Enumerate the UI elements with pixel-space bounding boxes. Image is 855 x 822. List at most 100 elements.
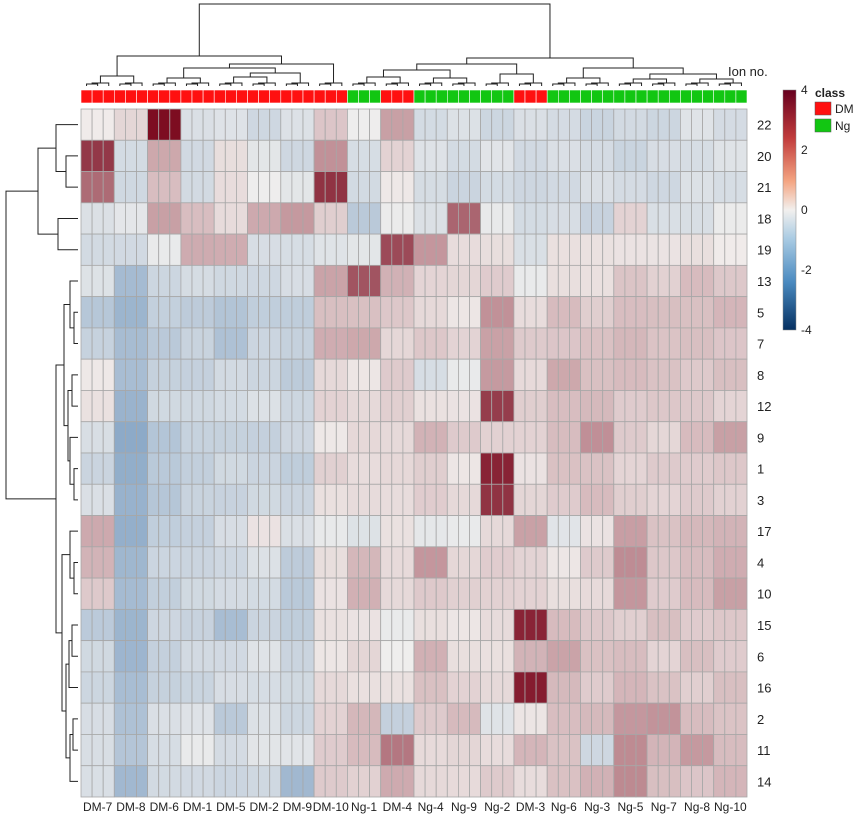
dendrogram-branch bbox=[119, 83, 132, 86]
heatmap-cell bbox=[602, 702, 615, 735]
heatmap-cell bbox=[735, 233, 748, 266]
heatmap-cell bbox=[391, 358, 404, 391]
heatmap-cell bbox=[635, 421, 648, 454]
heatmap-cell bbox=[380, 483, 393, 516]
heatmap-cell bbox=[435, 202, 448, 235]
heatmap-cell bbox=[668, 515, 681, 548]
heatmap-cell bbox=[358, 546, 371, 579]
heatmap-cell bbox=[158, 171, 171, 204]
heatmap-cell bbox=[735, 452, 748, 485]
heatmap-cell bbox=[180, 546, 193, 579]
heatmap-cell bbox=[224, 734, 237, 767]
heatmap-cell bbox=[324, 577, 337, 610]
heatmap-cell bbox=[557, 421, 570, 454]
heatmap-cell bbox=[269, 734, 282, 767]
heatmap-cell bbox=[624, 233, 637, 266]
heatmap-cell bbox=[569, 108, 581, 141]
column-label: Ng-9 bbox=[451, 800, 477, 814]
heatmap-cell bbox=[502, 546, 515, 579]
colorbar-tick-label: 4 bbox=[801, 83, 808, 97]
heatmap-cell bbox=[646, 139, 659, 172]
class-cell-DM bbox=[191, 89, 204, 104]
heatmap-cell bbox=[546, 108, 559, 141]
heatmap-cell bbox=[413, 327, 426, 360]
heatmap-cell bbox=[180, 734, 193, 767]
heatmap-cell bbox=[591, 202, 604, 235]
heatmap-cell bbox=[302, 765, 315, 798]
heatmap-cell bbox=[235, 671, 248, 704]
heatmap-cell bbox=[480, 421, 493, 454]
heatmap-cell bbox=[535, 108, 548, 141]
heatmap-cell bbox=[457, 452, 470, 485]
heatmap-cell bbox=[346, 577, 359, 610]
heatmap-cell bbox=[546, 515, 559, 548]
heatmap-cell bbox=[125, 765, 137, 798]
heatmap-cell bbox=[169, 671, 182, 704]
heatmap-cell bbox=[258, 702, 271, 735]
row-label: 9 bbox=[757, 430, 764, 445]
heatmap-cell bbox=[513, 608, 526, 642]
heatmap-cell bbox=[102, 202, 115, 235]
heatmap-cell bbox=[646, 264, 659, 298]
heatmap-cell bbox=[147, 296, 160, 329]
heatmap-cell bbox=[668, 108, 681, 141]
heatmap-cell bbox=[80, 671, 93, 704]
heatmap-cell bbox=[424, 421, 437, 454]
heatmap-cell bbox=[713, 765, 726, 798]
heatmap-cell bbox=[724, 233, 737, 266]
heatmap-cell bbox=[202, 515, 215, 548]
heatmap-cell bbox=[369, 390, 382, 423]
heatmap-cell bbox=[491, 421, 504, 454]
heatmap-cell bbox=[335, 202, 348, 235]
colorbar-ticks: 4 2 0 -2 -4 bbox=[801, 83, 812, 337]
heatmap-cell bbox=[102, 483, 115, 516]
heatmap-cell bbox=[735, 608, 748, 642]
class-cell-DM bbox=[80, 89, 93, 104]
heatmap-cell bbox=[247, 327, 260, 360]
heatmap-cell bbox=[535, 765, 548, 798]
heatmap-cell bbox=[169, 264, 182, 298]
heatmap-cell bbox=[635, 327, 648, 360]
heatmap-cell bbox=[591, 702, 604, 735]
heatmap-cell bbox=[502, 671, 515, 704]
heatmap-cell bbox=[624, 171, 637, 204]
heatmap-cell bbox=[113, 327, 126, 360]
heatmap-cell bbox=[136, 139, 149, 172]
heatmap-cell bbox=[524, 546, 537, 579]
heatmap-cell bbox=[646, 608, 659, 642]
heatmap-cell bbox=[402, 202, 415, 235]
heatmap-cell bbox=[324, 358, 337, 391]
heatmap-cell bbox=[668, 546, 681, 579]
heatmap-cell bbox=[313, 202, 326, 235]
heatmap-cell bbox=[680, 139, 692, 172]
heatmap-cell bbox=[569, 202, 581, 235]
heatmap-cell bbox=[80, 264, 93, 298]
class-cell-Ng bbox=[691, 89, 703, 104]
column-label: Ng-1 bbox=[351, 800, 377, 814]
heatmap-cell bbox=[513, 327, 526, 360]
heatmap-cell bbox=[557, 608, 570, 642]
row-label: 12 bbox=[757, 399, 771, 414]
heatmap-cell bbox=[591, 390, 604, 423]
heatmap-cell bbox=[158, 233, 171, 266]
heatmap-cell bbox=[158, 640, 171, 673]
heatmap-cell bbox=[180, 483, 193, 516]
heatmap-cell bbox=[291, 390, 304, 423]
heatmap-cell bbox=[680, 734, 692, 767]
dendrogram-branch bbox=[152, 83, 165, 86]
class-cell-DM bbox=[258, 89, 271, 104]
legend-swatch-DM bbox=[814, 101, 832, 116]
class-cell-Ng bbox=[624, 89, 637, 104]
heatmap-cell bbox=[469, 640, 482, 673]
heatmap-cell bbox=[735, 296, 748, 329]
heatmap-cell bbox=[713, 702, 726, 735]
heatmap-cell bbox=[136, 765, 149, 798]
heatmap-cell bbox=[91, 515, 104, 548]
heatmap-cell bbox=[557, 452, 570, 485]
dendrogram-branch bbox=[55, 124, 78, 173]
heatmap-cell bbox=[402, 327, 415, 360]
heatmap-cell bbox=[457, 483, 470, 516]
heatmap-cell bbox=[147, 702, 160, 735]
heatmap-cell bbox=[125, 421, 137, 454]
